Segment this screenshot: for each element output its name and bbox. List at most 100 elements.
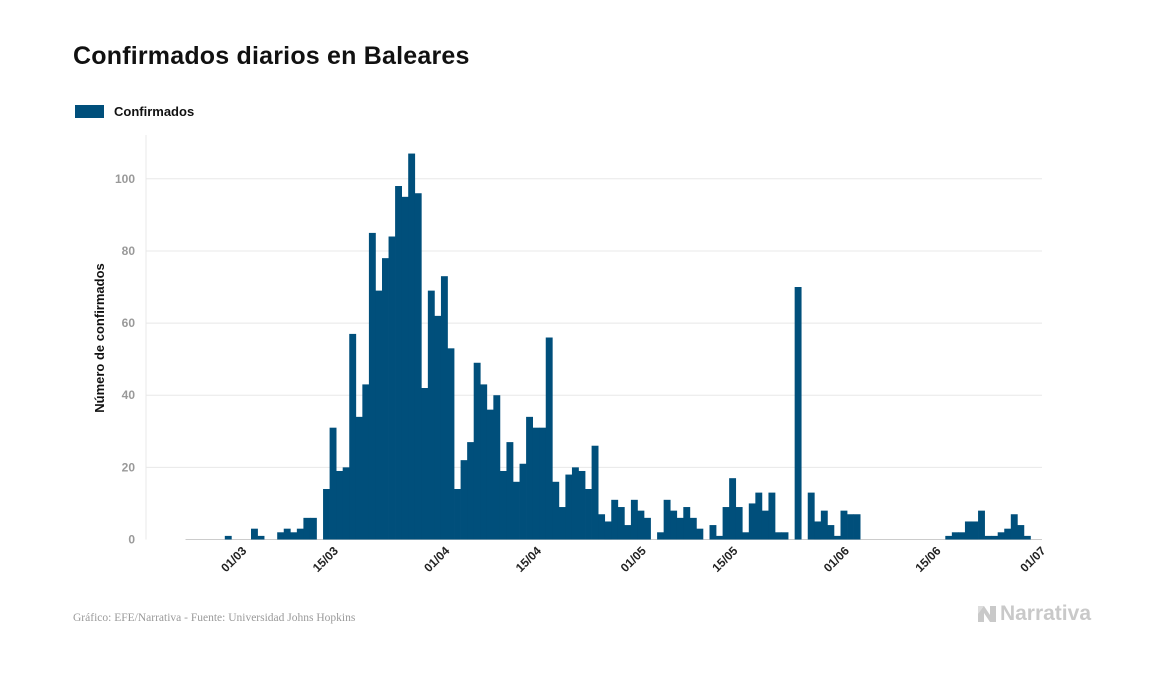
bar bbox=[539, 427, 547, 540]
bar bbox=[814, 521, 822, 540]
bar bbox=[729, 478, 737, 540]
bar bbox=[958, 532, 966, 540]
bar bbox=[689, 517, 697, 540]
bar bbox=[1023, 535, 1031, 540]
bar bbox=[375, 290, 383, 540]
bar bbox=[382, 258, 389, 540]
bar bbox=[663, 499, 671, 540]
bar bbox=[847, 514, 854, 540]
bar bbox=[840, 510, 848, 540]
bar bbox=[611, 499, 619, 540]
bar bbox=[768, 492, 776, 540]
bar bbox=[283, 528, 291, 540]
legend-label: Confirmados bbox=[114, 104, 195, 119]
bar bbox=[945, 535, 953, 540]
bar bbox=[591, 445, 599, 540]
bar bbox=[1004, 528, 1012, 540]
y-tick-label: 80 bbox=[122, 244, 136, 258]
x-tick-label: 15/05 bbox=[709, 543, 740, 574]
bar bbox=[427, 290, 435, 540]
bar bbox=[277, 532, 285, 540]
bar bbox=[434, 315, 442, 540]
y-tick-label: 0 bbox=[128, 533, 135, 547]
bar bbox=[761, 510, 769, 540]
bar bbox=[820, 510, 828, 540]
bar bbox=[526, 416, 533, 540]
bar bbox=[644, 517, 651, 540]
bar bbox=[794, 287, 802, 540]
bar bbox=[454, 489, 461, 540]
bar bbox=[480, 384, 488, 540]
bar bbox=[676, 517, 684, 540]
bar bbox=[696, 528, 704, 540]
bar bbox=[755, 492, 763, 540]
bar bbox=[775, 532, 782, 540]
bar bbox=[342, 467, 350, 540]
bar bbox=[251, 528, 258, 540]
brand-logo: Narrativa bbox=[976, 602, 1091, 626]
bar bbox=[545, 337, 553, 540]
bar bbox=[964, 521, 972, 540]
bar bbox=[984, 535, 992, 540]
bar bbox=[362, 384, 370, 540]
bar bbox=[657, 532, 664, 540]
bar bbox=[323, 489, 330, 540]
bar bbox=[598, 514, 606, 540]
bar bbox=[460, 460, 468, 540]
x-tick-label: 01/06 bbox=[821, 543, 852, 574]
x-tick-label: 01/04 bbox=[421, 543, 452, 574]
bar bbox=[722, 507, 730, 540]
bar bbox=[447, 348, 455, 540]
narrativa-logo-icon bbox=[977, 606, 996, 622]
bar bbox=[807, 492, 815, 540]
bar bbox=[493, 395, 501, 540]
bar bbox=[303, 517, 311, 540]
bar bbox=[440, 276, 448, 540]
bar bbox=[558, 507, 566, 540]
legend: Confirmados bbox=[75, 104, 194, 119]
bar bbox=[585, 489, 592, 540]
bar bbox=[414, 193, 422, 540]
bar bbox=[395, 186, 402, 540]
x-tick-labels: 01/03 15/03 01/04 15/04 01/05 15/05 01/06 15/06… bbox=[218, 543, 1048, 574]
bar bbox=[329, 427, 337, 540]
bar bbox=[257, 535, 265, 540]
x-tick-label: 01/07 bbox=[1017, 543, 1048, 574]
bar bbox=[1017, 525, 1025, 540]
bar bbox=[630, 499, 638, 540]
bar bbox=[349, 333, 357, 540]
source-note: Gráfico: EFE/Narrativa - Fuente: Univers… bbox=[73, 612, 356, 624]
bar bbox=[532, 427, 540, 540]
y-tick-label: 20 bbox=[122, 460, 136, 474]
bar bbox=[991, 535, 999, 540]
bar bbox=[604, 521, 612, 540]
x-tick-label: 15/04 bbox=[513, 543, 544, 574]
bar bbox=[336, 470, 344, 540]
bar bbox=[781, 532, 789, 540]
bar bbox=[309, 517, 317, 540]
x-tick-label: 01/05 bbox=[618, 543, 649, 574]
bar bbox=[565, 474, 573, 540]
y-tick-label: 40 bbox=[122, 388, 136, 402]
bar bbox=[997, 532, 1005, 540]
bar bbox=[486, 409, 494, 540]
bar bbox=[670, 510, 678, 540]
bar bbox=[224, 535, 232, 540]
bar bbox=[355, 416, 363, 540]
bar bbox=[499, 470, 507, 540]
chart-title: Confirmados diarios en Baleares bbox=[73, 42, 470, 70]
bar bbox=[467, 442, 475, 540]
bar bbox=[290, 532, 298, 540]
bar bbox=[735, 507, 743, 540]
x-tick-label: 01/03 bbox=[218, 543, 249, 574]
bar bbox=[513, 481, 520, 540]
bar bbox=[1010, 514, 1018, 540]
bar bbox=[388, 236, 396, 540]
bar bbox=[552, 481, 560, 540]
bar bbox=[421, 388, 429, 540]
legend-swatch bbox=[75, 105, 104, 118]
bar bbox=[748, 503, 756, 540]
bar bbox=[368, 232, 376, 540]
x-tick-label: 15/06 bbox=[912, 543, 943, 574]
